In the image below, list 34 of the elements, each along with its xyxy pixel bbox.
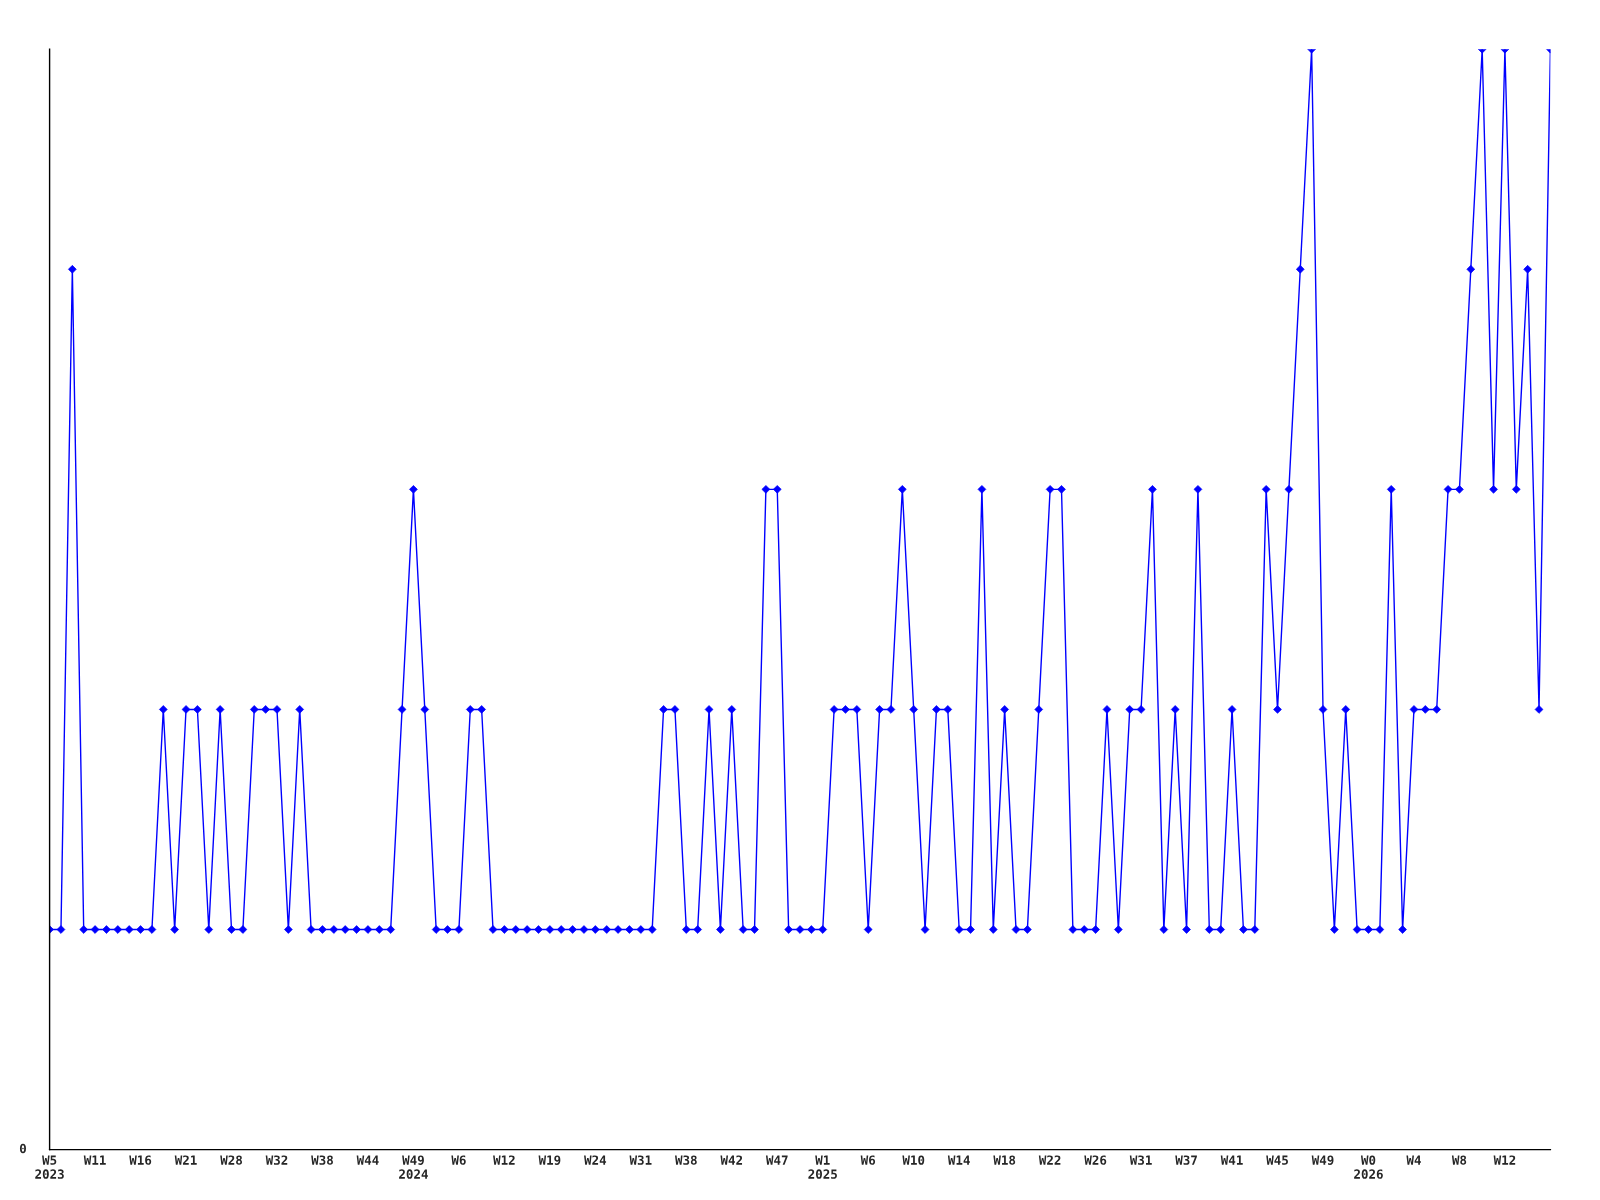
x-tick-label: W6 [451, 1155, 466, 1165]
x-tick-label: W42 [720, 1155, 743, 1165]
x-tick-label: W24 [584, 1155, 607, 1165]
x-tick-label: W10 [902, 1155, 925, 1165]
x-tick-label: W49 [1311, 1155, 1334, 1165]
x-tick-label: W38 [675, 1155, 697, 1165]
x-tick-label: W22 [1038, 1155, 1061, 1165]
x-tick-label: W8 [1451, 1155, 1467, 1165]
x-tick-label: W16 [129, 1155, 152, 1165]
x-tick-label: W12 [1493, 1155, 1516, 1165]
x-tick-label: W31 [1129, 1155, 1152, 1165]
x-tick-label: W14 [947, 1155, 970, 1165]
x-tick-label: W38 [311, 1155, 333, 1165]
x-tick-label: W11 [83, 1155, 106, 1165]
x-tick-label: W26 [1084, 1155, 1107, 1165]
x-tick-label: W0 2026 [1354, 1155, 1383, 1179]
x-tick-label: W41 [1220, 1155, 1243, 1165]
x-tick-label: W18 [993, 1155, 1016, 1165]
x-tick-label: W21 [174, 1155, 197, 1165]
x-tick-label: W4 [1406, 1155, 1421, 1165]
x-tick-label: W12 [493, 1155, 515, 1165]
x-tick-label: W19 [538, 1155, 561, 1165]
x-tick-label: W28 [220, 1155, 243, 1165]
x-tick-label: W5 2023 [35, 1155, 64, 1179]
x-tick-label: W47 [765, 1155, 788, 1165]
x-tick-label: W1 2025 [808, 1155, 837, 1179]
x-tick-label: W45 [1266, 1155, 1288, 1165]
x-tick-label: W49 2024 [399, 1155, 428, 1179]
text: 0 [19, 1143, 26, 1154]
x-tick-label: W6 [860, 1155, 876, 1165]
x-tick-label: W37 [1175, 1155, 1197, 1165]
x-tick-label: W44 [356, 1155, 379, 1165]
x-tick-label: W31 [629, 1155, 652, 1165]
x-tick-label: W32 [265, 1155, 288, 1165]
